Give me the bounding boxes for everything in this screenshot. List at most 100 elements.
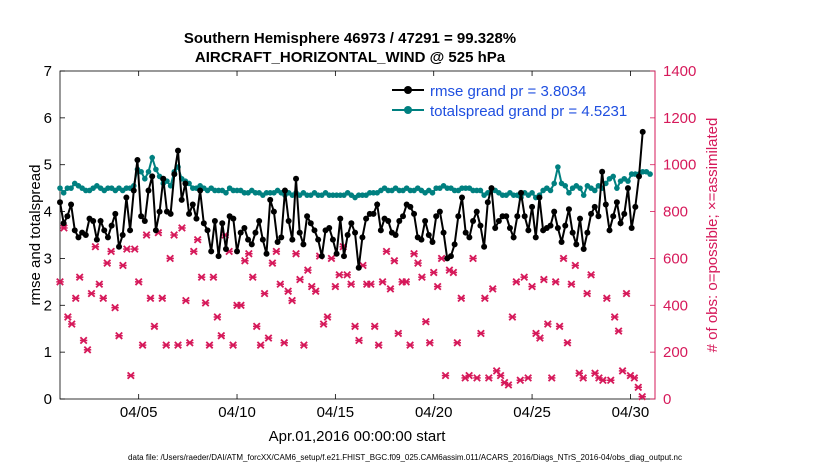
- rmse-point: [329, 236, 336, 243]
- obs-assimilated-marker: [351, 322, 359, 331]
- obs-assimilated-marker: [276, 280, 285, 289]
- rmse-point: [60, 220, 67, 227]
- rmse-point: [318, 253, 325, 260]
- obs-assimilated-marker: [386, 285, 395, 293]
- rmse-point: [211, 217, 218, 224]
- rmse-point: [293, 175, 300, 182]
- legend-rmse-marker: [404, 86, 412, 94]
- obs-assimilated-marker: [496, 371, 505, 380]
- rmse-point: [127, 227, 134, 234]
- obs-assimilated-marker: [512, 278, 521, 286]
- rmse-point: [90, 217, 97, 224]
- rmse-point: [270, 208, 277, 215]
- obs-assimilated-marker: [343, 270, 352, 279]
- legend-spread-label: totalspread grand pr = 4.5231: [430, 103, 627, 120]
- obs-assimilated-marker: [429, 268, 438, 277]
- rmse-point: [278, 234, 285, 241]
- rmse-point: [558, 239, 565, 246]
- y-right-tick-label: 600: [663, 250, 688, 267]
- rmse-point: [344, 232, 351, 238]
- obs-assimilated-marker: [64, 313, 72, 321]
- rmse-point: [71, 227, 78, 234]
- rmse-point: [193, 215, 200, 222]
- obs-assimilated-marker: [540, 275, 548, 284]
- obs-assimilated-marker: [56, 278, 64, 286]
- rmse-point: [484, 199, 491, 206]
- rmse-point: [175, 147, 182, 154]
- x-tick-label: 04/30: [612, 404, 650, 421]
- rmse-point: [200, 220, 207, 227]
- obs-assimilated-marker: [166, 254, 174, 263]
- totalspread-point: [153, 166, 159, 173]
- rmse-point: [385, 217, 392, 224]
- obs-assimilated-marker: [579, 374, 588, 382]
- y-right-tick-label: 0: [663, 391, 671, 408]
- y-right-tick-label: 800: [663, 204, 688, 221]
- rmse-point: [602, 201, 609, 208]
- rmse-point: [259, 236, 266, 243]
- obs-assimilated-marker: [414, 259, 422, 267]
- obs-assimilated-marker: [406, 341, 414, 349]
- rmse-point: [355, 264, 362, 271]
- rmse-point: [492, 224, 499, 231]
- rmse-point: [529, 203, 536, 210]
- totalspread-point: [647, 171, 653, 177]
- rmse-point: [57, 199, 63, 206]
- rmse-point: [392, 232, 399, 238]
- obs-assimilated-marker: [587, 270, 595, 279]
- rmse-point: [156, 208, 163, 215]
- rmse-point: [141, 217, 148, 224]
- rmse-point: [425, 232, 432, 238]
- obs-assimilated-marker: [481, 294, 489, 303]
- obs-assimilated-marker: [241, 256, 249, 265]
- rmse-point: [495, 217, 502, 224]
- y-right-tick-label: 1400: [663, 63, 696, 80]
- rmse-point: [617, 220, 624, 227]
- rmse-point: [138, 213, 145, 220]
- obs-assimilated-marker: [280, 338, 289, 347]
- obs-assimilated-marker: [150, 322, 159, 331]
- y-left-tick-label: 0: [44, 391, 52, 408]
- rmse-point: [75, 234, 82, 241]
- obs-assimilated-marker: [288, 296, 296, 305]
- rmse-point: [506, 224, 513, 231]
- rmse-point: [418, 236, 425, 243]
- rmse-point: [307, 220, 314, 227]
- obs-assimilated-marker: [111, 303, 119, 312]
- y-right-tick-label: 200: [663, 344, 688, 361]
- rmse-point: [167, 210, 174, 217]
- obs-assimilated-marker: [119, 261, 127, 270]
- rmse-point: [101, 227, 108, 234]
- rmse-point: [152, 227, 159, 234]
- rmse-point: [160, 175, 167, 182]
- obs-assimilated-marker: [571, 261, 580, 270]
- totalspread-point: [551, 180, 557, 187]
- rmse-point: [130, 187, 137, 194]
- obs-assimilated-marker: [465, 371, 473, 380]
- rmse-point: [636, 173, 643, 180]
- rmse-point: [186, 210, 193, 217]
- obs-assimilated-marker: [457, 294, 466, 303]
- rmse-point: [204, 227, 211, 234]
- rmse-point: [256, 217, 263, 224]
- rmse-point: [591, 203, 598, 210]
- obs-assimilated-marker: [138, 341, 147, 349]
- rmse-point: [222, 246, 229, 253]
- obs-assimilated-marker: [374, 341, 383, 349]
- totalspread-point: [591, 187, 598, 194]
- obs-assimilated-marker: [543, 320, 552, 328]
- obs-assimilated-marker: [425, 338, 434, 347]
- rmse-point: [116, 243, 123, 250]
- obs-assimilated-marker: [292, 249, 300, 258]
- series-layer: [56, 128, 653, 401]
- obs-assimilated-marker: [130, 245, 139, 253]
- totalspread-point: [577, 185, 583, 191]
- obs-assimilated-marker: [189, 247, 198, 256]
- rmse-point: [178, 196, 185, 203]
- rmse-point: [241, 224, 248, 231]
- totalspread-point: [57, 185, 63, 191]
- obs-assimilated-marker: [630, 374, 639, 382]
- rmse-point: [458, 194, 465, 201]
- rmse-point: [352, 229, 359, 236]
